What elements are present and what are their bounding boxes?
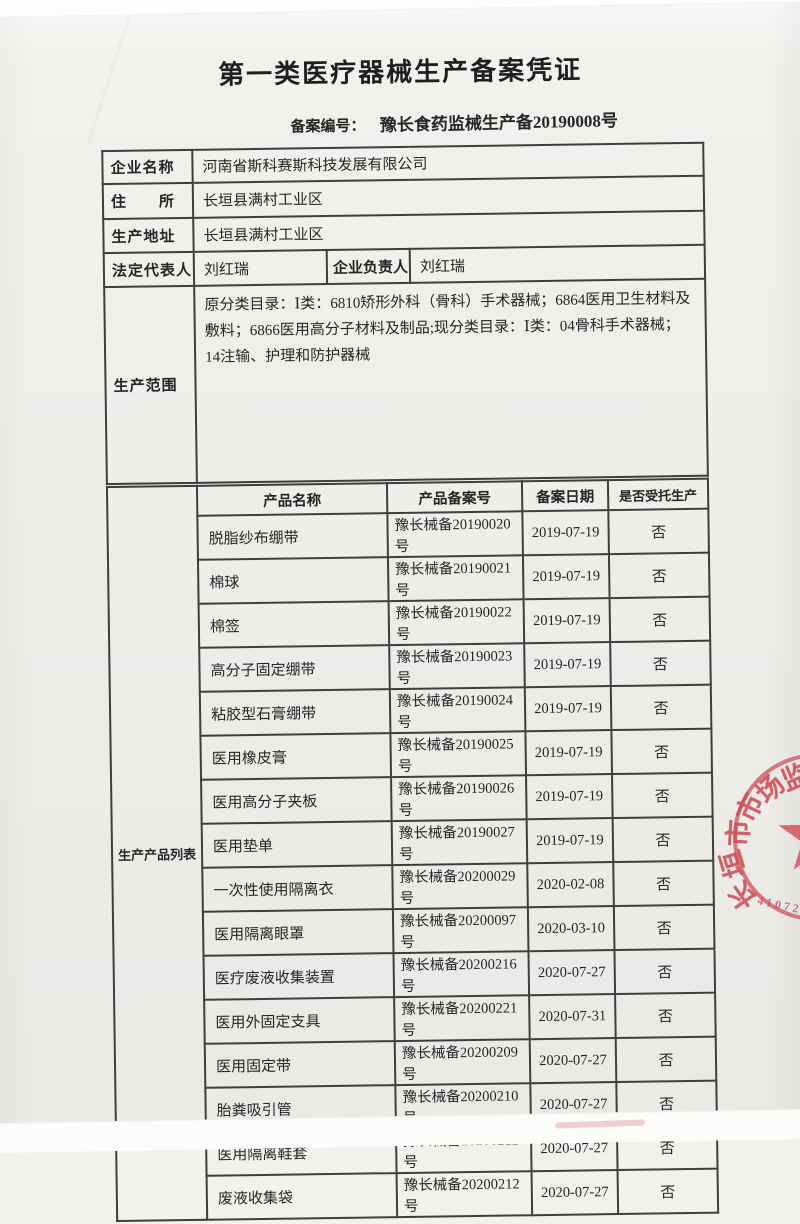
entrusted-cell: 否 xyxy=(610,684,712,731)
entrusted-cell: 否 xyxy=(613,904,715,951)
product-record-no-cell: 豫长械备20200212号 xyxy=(396,1171,533,1218)
record-date-cell: 2019-07-19 xyxy=(526,774,613,820)
record-date-cell: 2019-07-19 xyxy=(524,642,611,688)
product-name-cell: 医用外固定支具 xyxy=(204,997,395,1044)
info-value: 刘红瑞 xyxy=(193,249,328,286)
entrusted-cell: 否 xyxy=(608,508,709,555)
record-date-cell: 2020-07-27 xyxy=(531,1170,619,1216)
product-record-no-cell: 豫长械备20190020号 xyxy=(387,511,523,558)
entrusted-cell: 否 xyxy=(615,1036,717,1083)
page-title: 第一类医疗器械生产备案凭证 xyxy=(217,55,583,90)
record-date-cell: 2020-07-31 xyxy=(529,994,616,1040)
product-record-no-cell: 豫长械备20190025号 xyxy=(390,731,527,778)
product-name-cell: 棉球 xyxy=(197,557,389,604)
product-list-table: 生产产品列表 产品名称 产品备案号 备案日期 是否受托生产 脱脂纱布绷带 豫长械… xyxy=(106,478,719,1222)
product-name-cell: 医用隔离眼罩 xyxy=(202,909,394,956)
product-name-cell: 高分子固定绷带 xyxy=(199,645,390,692)
record-date-cell: 2019-07-19 xyxy=(524,686,612,732)
product-record-no-cell: 豫长械备20190023号 xyxy=(389,643,525,690)
info-label: 生产地址 xyxy=(103,217,194,254)
product-record-no-cell: 豫长械备20190026号 xyxy=(391,775,527,822)
product-name-cell: 医用固定带 xyxy=(204,1041,396,1088)
table-row: 废液收集袋 豫长械备20200212号 2020-07-27 否 xyxy=(117,1168,719,1221)
entrusted-cell: 否 xyxy=(610,640,711,687)
product-record-no-cell: 豫长械备20190027号 xyxy=(391,819,528,866)
info-value: 刘红瑞 xyxy=(409,244,706,283)
entrusted-cell: 否 xyxy=(612,772,713,819)
entrusted-cell: 否 xyxy=(612,816,714,863)
info-label: 生产范围 xyxy=(104,285,197,485)
record-date-cell: 2019-07-19 xyxy=(522,510,609,556)
info-label: 企业负责人 xyxy=(326,248,411,284)
product-record-no-cell: 豫长械备20200029号 xyxy=(392,863,528,910)
entrusted-cell: 否 xyxy=(617,1168,719,1215)
record-date-cell: 2020-07-27 xyxy=(529,1038,617,1084)
entrusted-cell: 否 xyxy=(614,948,716,995)
record-date-cell: 2019-07-19 xyxy=(522,554,610,600)
product-record-no-cell: 豫长械备20200221号 xyxy=(394,995,530,1042)
record-number-value: 豫长食药监械生产备20190008号 xyxy=(379,111,618,135)
column-header-record-date: 备案日期 xyxy=(521,480,609,512)
product-record-no-cell: 豫长械备20190022号 xyxy=(388,599,525,646)
info-row-production-scope: 生产范围 原分类目录：Ⅰ类：6810矫形外科（骨科）手术器械；6864医用卫生材… xyxy=(104,278,708,485)
product-record-no-cell: 豫长械备20200209号 xyxy=(394,1039,531,1086)
record-number-line: 备案编号： 豫长食药监械生产备20190008号 xyxy=(144,105,764,139)
info-value: 原分类目录：Ⅰ类：6810矫形外科（骨科）手术器械；6864医用卫生材料及敷料；… xyxy=(194,278,708,483)
record-number-label: 备案编号： xyxy=(290,118,366,136)
record-date-cell: 2019-07-19 xyxy=(526,818,614,864)
product-name-cell: 废液收集袋 xyxy=(206,1173,398,1220)
product-name-cell: 脱脂纱布绷带 xyxy=(197,513,388,560)
record-date-cell: 2020-07-27 xyxy=(528,950,616,996)
info-label: 企业名称 xyxy=(102,149,193,185)
product-record-no-cell: 豫长械备20200216号 xyxy=(393,951,530,998)
column-header-record-no: 产品备案号 xyxy=(386,481,523,514)
product-record-no-cell: 豫长械备20190024号 xyxy=(389,687,526,734)
product-record-no-cell: 豫长械备20200097号 xyxy=(392,907,529,954)
record-date-cell: 2020-02-08 xyxy=(527,862,614,908)
product-name-cell: 粘胶型石膏绷带 xyxy=(199,689,391,736)
product-name-cell: 一次性使用隔离衣 xyxy=(202,865,393,912)
product-name-cell: 医用高分子夹板 xyxy=(201,777,392,824)
product-name-cell: 医用垫单 xyxy=(201,821,393,868)
column-header-entrusted: 是否受托生产 xyxy=(607,478,709,511)
entrusted-cell: 否 xyxy=(609,596,711,643)
info-label: 法定代表人 xyxy=(103,251,195,288)
entrusted-cell: 否 xyxy=(611,728,712,775)
company-info-table: 企业名称 河南省斯科赛斯科技发展有限公司 住 所 长垣县满村工业区 生产地址 长… xyxy=(101,142,709,485)
product-name-cell: 棉签 xyxy=(198,601,390,648)
product-name-cell: 医疗废液收集装置 xyxy=(203,953,395,1000)
entrusted-cell: 否 xyxy=(615,992,716,1039)
record-date-cell: 2019-07-19 xyxy=(525,730,613,776)
info-label: 住 所 xyxy=(102,182,194,220)
record-date-cell: 2020-03-10 xyxy=(527,906,615,952)
product-record-no-cell: 豫长械备20190021号 xyxy=(387,555,524,602)
record-date-cell: 2019-07-19 xyxy=(523,598,611,644)
section-label: 生产产品列表 xyxy=(106,485,208,1222)
product-name-cell: 医用橡皮膏 xyxy=(200,733,392,780)
column-header-product-name: 产品名称 xyxy=(196,483,388,516)
product-table-body: 生产产品列表 产品名称 产品备案号 备案日期 是否受托生产 脱脂纱布绷带 豫长械… xyxy=(106,478,719,1222)
entrusted-cell: 否 xyxy=(608,552,710,599)
document-scan: 第一类医疗器械生产备案凭证 备案编号： 豫长食药监械生产备20190008号 企业… xyxy=(101,55,800,1222)
entrusted-cell: 否 xyxy=(613,860,714,907)
